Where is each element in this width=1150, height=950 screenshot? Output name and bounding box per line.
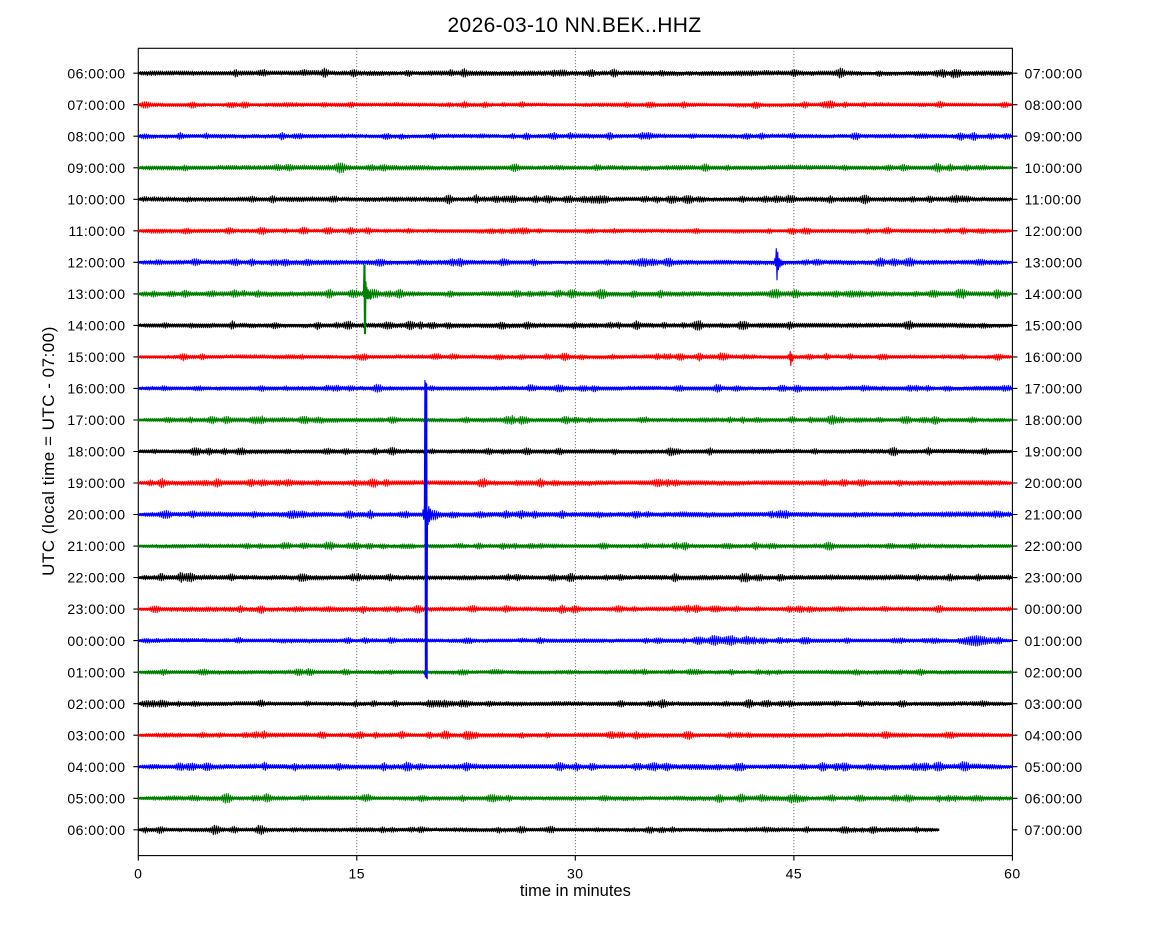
svg-text:12:00:00: 12:00:00 bbox=[67, 254, 125, 270]
svg-text:07:00:00: 07:00:00 bbox=[1025, 822, 1083, 838]
svg-text:21:00:00: 21:00:00 bbox=[1025, 507, 1083, 523]
svg-text:18:00:00: 18:00:00 bbox=[67, 444, 125, 460]
svg-text:02:00:00: 02:00:00 bbox=[1025, 664, 1083, 680]
svg-text:15:00:00: 15:00:00 bbox=[1025, 318, 1083, 334]
svg-text:12:00:00: 12:00:00 bbox=[1025, 223, 1083, 239]
svg-text:23:00:00: 23:00:00 bbox=[67, 601, 125, 617]
svg-text:15:00:00: 15:00:00 bbox=[67, 349, 125, 365]
svg-text:11:00:00: 11:00:00 bbox=[68, 223, 125, 239]
svg-text:18:00:00: 18:00:00 bbox=[1025, 412, 1083, 428]
svg-text:20:00:00: 20:00:00 bbox=[1025, 475, 1083, 491]
svg-text:07:00:00: 07:00:00 bbox=[67, 97, 125, 113]
svg-text:05:00:00: 05:00:00 bbox=[67, 790, 125, 806]
svg-text:03:00:00: 03:00:00 bbox=[1025, 696, 1083, 712]
svg-text:45: 45 bbox=[786, 866, 802, 882]
svg-text:00:00:00: 00:00:00 bbox=[1025, 601, 1083, 617]
svg-text:16:00:00: 16:00:00 bbox=[67, 381, 125, 397]
svg-text:UTC (local time = UTC - 07:00): UTC (local time = UTC - 07:00) bbox=[39, 326, 58, 576]
svg-text:08:00:00: 08:00:00 bbox=[1025, 97, 1083, 113]
svg-text:03:00:00: 03:00:00 bbox=[67, 727, 125, 743]
svg-text:22:00:00: 22:00:00 bbox=[67, 570, 125, 586]
svg-text:10:00:00: 10:00:00 bbox=[1025, 160, 1083, 176]
svg-text:14:00:00: 14:00:00 bbox=[1025, 286, 1083, 302]
svg-text:22:00:00: 22:00:00 bbox=[1025, 538, 1083, 554]
svg-text:07:00:00: 07:00:00 bbox=[1025, 65, 1083, 81]
svg-text:09:00:00: 09:00:00 bbox=[67, 160, 125, 176]
svg-text:01:00:00: 01:00:00 bbox=[1025, 633, 1083, 649]
svg-text:05:00:00: 05:00:00 bbox=[1025, 759, 1083, 775]
svg-text:16:00:00: 16:00:00 bbox=[1025, 349, 1083, 365]
svg-text:19:00:00: 19:00:00 bbox=[67, 475, 125, 491]
svg-text:01:00:00: 01:00:00 bbox=[67, 664, 125, 680]
svg-text:60: 60 bbox=[1004, 866, 1020, 882]
svg-text:17:00:00: 17:00:00 bbox=[1025, 381, 1083, 397]
svg-text:06:00:00: 06:00:00 bbox=[67, 822, 125, 838]
svg-text:0: 0 bbox=[134, 866, 142, 882]
svg-text:13:00:00: 13:00:00 bbox=[1025, 254, 1083, 270]
svg-text:15: 15 bbox=[349, 866, 365, 882]
svg-text:04:00:00: 04:00:00 bbox=[67, 759, 125, 775]
svg-text:08:00:00: 08:00:00 bbox=[67, 128, 125, 144]
svg-text:13:00:00: 13:00:00 bbox=[67, 286, 125, 302]
svg-text:00:00:00: 00:00:00 bbox=[67, 633, 125, 649]
svg-text:09:00:00: 09:00:00 bbox=[1025, 128, 1083, 144]
svg-text:2026-03-10 NN.BEK..HHZ: 2026-03-10 NN.BEK..HHZ bbox=[448, 14, 702, 37]
svg-text:17:00:00: 17:00:00 bbox=[67, 412, 125, 428]
svg-text:04:00:00: 04:00:00 bbox=[1025, 727, 1083, 743]
svg-text:14:00:00: 14:00:00 bbox=[67, 318, 125, 334]
svg-text:02:00:00: 02:00:00 bbox=[67, 696, 125, 712]
svg-text:19:00:00: 19:00:00 bbox=[1025, 444, 1083, 460]
svg-text:06:00:00: 06:00:00 bbox=[67, 65, 125, 81]
svg-text:30: 30 bbox=[567, 866, 583, 882]
svg-text:11:00:00: 11:00:00 bbox=[1025, 191, 1082, 207]
svg-text:10:00:00: 10:00:00 bbox=[67, 191, 125, 207]
svg-text:06:00:00: 06:00:00 bbox=[1025, 790, 1083, 806]
svg-text:21:00:00: 21:00:00 bbox=[67, 538, 125, 554]
svg-text:time in minutes: time in minutes bbox=[520, 882, 631, 900]
svg-text:23:00:00: 23:00:00 bbox=[1025, 570, 1083, 586]
svg-text:20:00:00: 20:00:00 bbox=[67, 507, 125, 523]
